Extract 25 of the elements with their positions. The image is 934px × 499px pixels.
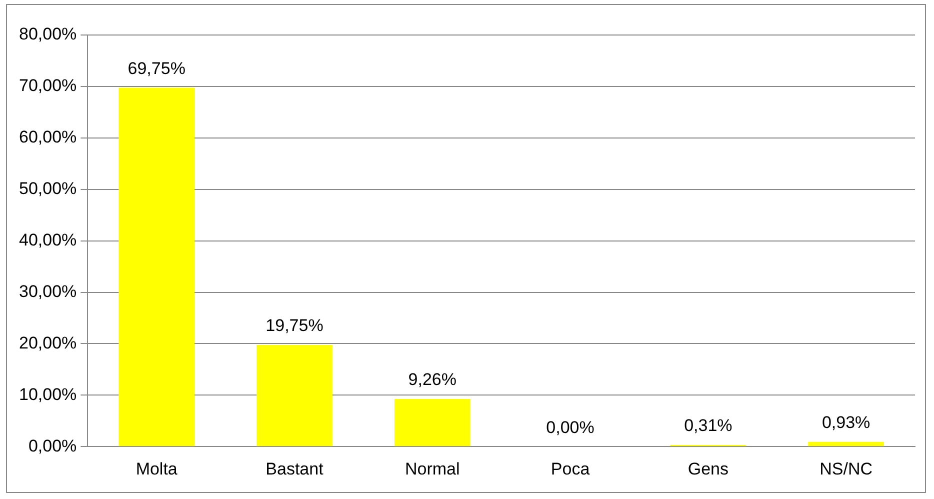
y-tick-label: 50,00% <box>18 179 77 198</box>
bar <box>118 88 195 446</box>
x-tick-label: NS/NC <box>820 459 873 478</box>
x-tick-label: Poca <box>550 459 590 478</box>
y-tick-label: 20,00% <box>18 333 77 352</box>
y-tick-label: 70,00% <box>18 76 77 96</box>
x-tick-label: Molta <box>136 459 178 478</box>
data-label: 19,75% <box>266 316 324 336</box>
data-label: 0,31% <box>684 416 732 436</box>
bar <box>808 442 884 446</box>
y-tick-label: 10,00% <box>18 384 77 404</box>
x-tick-label: Normal <box>404 459 460 478</box>
bar <box>394 398 470 446</box>
y-tick-label: 40,00% <box>18 230 77 250</box>
data-label: 9,26% <box>408 370 456 390</box>
y-tick-label: 80,00% <box>18 24 77 44</box>
y-tick-label: 0,00% <box>28 436 77 456</box>
data-label: 69,75% <box>128 58 186 78</box>
y-tick-label: 60,00% <box>18 128 77 147</box>
y-tick-label: 30,00% <box>18 282 77 301</box>
x-tick-label: Gens <box>688 459 728 478</box>
data-label: 0,93% <box>822 413 870 432</box>
x-tick-label: Bastant <box>266 459 324 478</box>
bar <box>256 344 332 446</box>
data-label: 0,00% <box>546 418 594 437</box>
